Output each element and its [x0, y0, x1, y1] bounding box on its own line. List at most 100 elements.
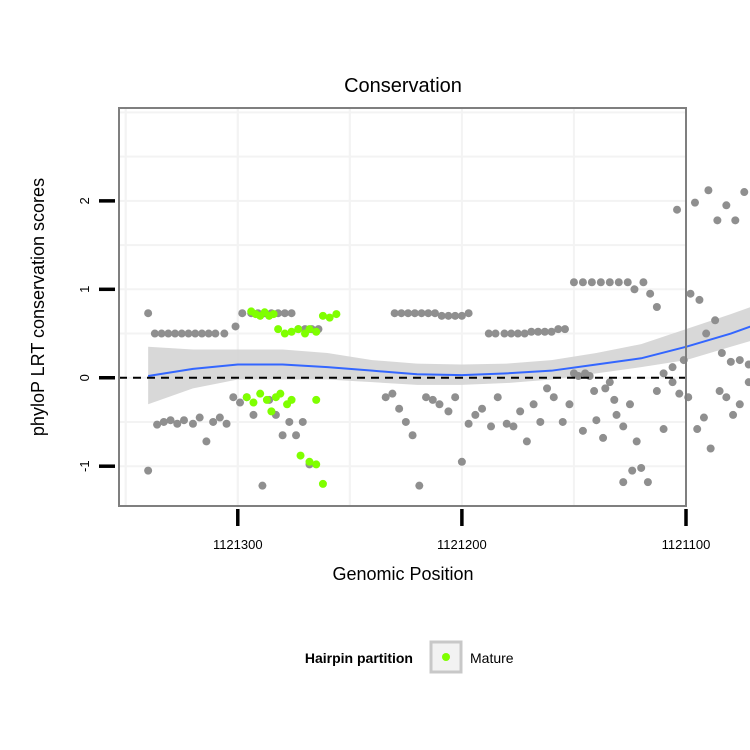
data-point-other — [704, 186, 713, 195]
x-tick-label: 1121200 — [437, 537, 487, 552]
data-point-mature — [242, 393, 251, 402]
data-point-other — [717, 348, 726, 357]
data-point-other — [388, 389, 397, 398]
data-point-other — [706, 444, 715, 453]
x-tick-label: 1121100 — [662, 537, 711, 552]
data-point-other — [529, 400, 538, 409]
data-point-other — [410, 309, 419, 318]
data-point-mature — [267, 407, 276, 416]
data-point-other — [173, 419, 182, 428]
data-point-other — [547, 327, 556, 336]
data-point-other — [258, 481, 267, 490]
data-point-other — [612, 410, 621, 419]
data-point-other — [711, 316, 720, 325]
data-point-other — [381, 393, 390, 402]
data-point-other — [731, 216, 740, 225]
data-point-other — [191, 329, 200, 338]
data-point-mature — [274, 325, 283, 334]
data-point-other — [702, 329, 711, 338]
data-point-mature — [269, 310, 278, 319]
data-point-other — [278, 431, 287, 440]
data-point-other — [395, 404, 404, 413]
data-point-other — [735, 356, 744, 365]
data-point-other — [693, 425, 702, 434]
data-point-other — [484, 329, 493, 338]
data-point-other — [560, 325, 569, 334]
data-point-other — [610, 395, 619, 404]
data-point-other — [451, 393, 460, 402]
data-point-other — [558, 417, 567, 426]
y-tick-label: -1 — [77, 460, 92, 472]
data-point-other — [652, 387, 661, 396]
data-point-other — [623, 278, 632, 287]
y-tick-label: 0 — [77, 374, 92, 381]
data-point-other — [507, 329, 516, 338]
data-point-other — [569, 278, 578, 287]
data-point-other — [487, 422, 496, 431]
data-point-other — [404, 309, 413, 318]
data-point-other — [601, 384, 610, 393]
data-point-other — [153, 420, 162, 429]
data-point-other — [637, 463, 646, 472]
data-point-other — [164, 329, 173, 338]
y-tick-label: 2 — [77, 197, 92, 204]
legend-title: Hairpin partition — [305, 650, 413, 666]
data-point-other — [238, 309, 247, 318]
data-point-other — [744, 360, 750, 369]
x-axis-label: Genomic Position — [332, 564, 473, 584]
data-point-other — [229, 393, 238, 402]
legend-label-mature: Mature — [470, 650, 514, 666]
data-point-mature — [312, 460, 321, 469]
data-point-other — [451, 311, 460, 320]
data-point-other — [605, 278, 614, 287]
data-point-other — [625, 400, 634, 409]
data-point-other — [188, 419, 197, 428]
data-point-other — [686, 289, 695, 298]
data-point-mature — [287, 327, 296, 336]
data-point-other — [630, 285, 639, 294]
data-point-other — [614, 278, 623, 287]
data-point-other — [211, 329, 220, 338]
data-point-mature — [262, 395, 271, 404]
data-point-other — [197, 329, 206, 338]
data-point-other — [578, 278, 587, 287]
data-point-other — [415, 481, 424, 490]
data-point-other — [628, 466, 637, 475]
data-point-other — [726, 357, 735, 366]
data-point-other — [424, 309, 433, 318]
data-point-other — [204, 329, 213, 338]
data-point-other — [287, 309, 296, 318]
data-point-other — [215, 413, 224, 422]
data-point-other — [646, 289, 655, 298]
data-point-other — [581, 369, 590, 378]
data-point-other — [179, 416, 188, 425]
data-point-other — [478, 404, 487, 413]
data-point-other — [144, 466, 153, 475]
y-tick-label: 1 — [77, 286, 92, 293]
data-point-other — [565, 400, 574, 409]
data-point-other — [457, 311, 466, 320]
data-point-other — [652, 303, 661, 311]
data-point-mature — [294, 325, 303, 334]
data-point-other — [280, 309, 289, 318]
data-point-other — [695, 295, 704, 304]
points-mature-series — [242, 307, 341, 488]
data-point-other — [171, 329, 180, 338]
data-point-other — [713, 216, 722, 225]
data-point-other — [599, 433, 608, 442]
data-point-other — [668, 363, 677, 372]
data-point-mature — [332, 310, 341, 319]
data-point-other — [744, 378, 750, 387]
data-point-other — [195, 413, 204, 422]
data-point-other — [464, 419, 473, 428]
data-point-other — [150, 329, 159, 338]
data-point-other — [659, 369, 668, 378]
data-point-other — [549, 393, 558, 402]
data-point-other — [292, 431, 301, 440]
data-point-mature — [318, 479, 327, 488]
data-point-other — [184, 329, 193, 338]
smooth-line — [147, 325, 750, 377]
data-point-other — [522, 437, 531, 446]
data-point-other — [592, 416, 601, 425]
data-point-other — [659, 425, 668, 434]
